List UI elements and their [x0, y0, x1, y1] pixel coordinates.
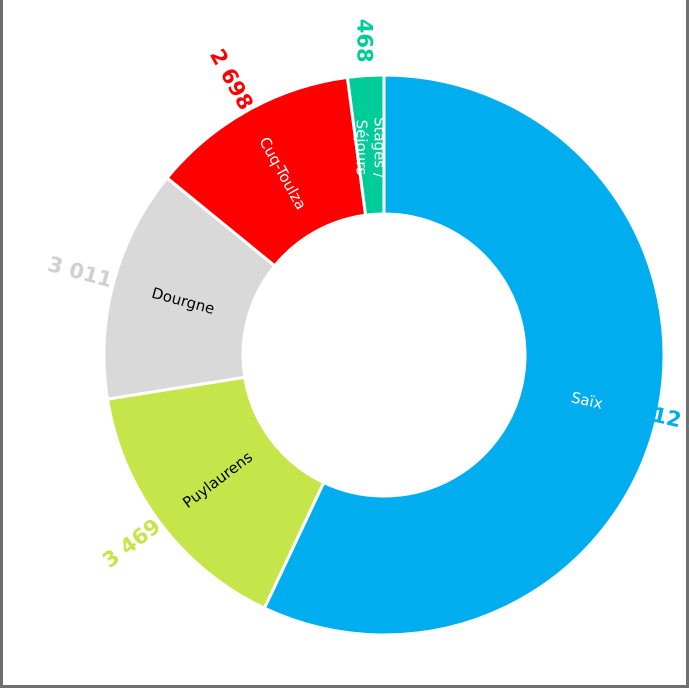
- slice-label-stages-sejours: Stages /Séjours: [352, 117, 388, 179]
- value-label-dourgne: 3 011: [45, 252, 115, 292]
- slices-group: [102, 73, 666, 637]
- value-label-cuq-toulza: 2 698: [205, 45, 258, 114]
- value-label-stages-sejours: 468: [352, 19, 376, 63]
- slice-stages-sejours[interactable]: [345, 73, 386, 217]
- slice-puylaurens[interactable]: [105, 375, 326, 611]
- slice-saix[interactable]: [262, 73, 666, 637]
- slice-cuq-toulza[interactable]: [164, 75, 368, 268]
- value-label-saix: 12 800: [650, 402, 689, 443]
- value-label-puylaurens: 3 469: [98, 514, 165, 573]
